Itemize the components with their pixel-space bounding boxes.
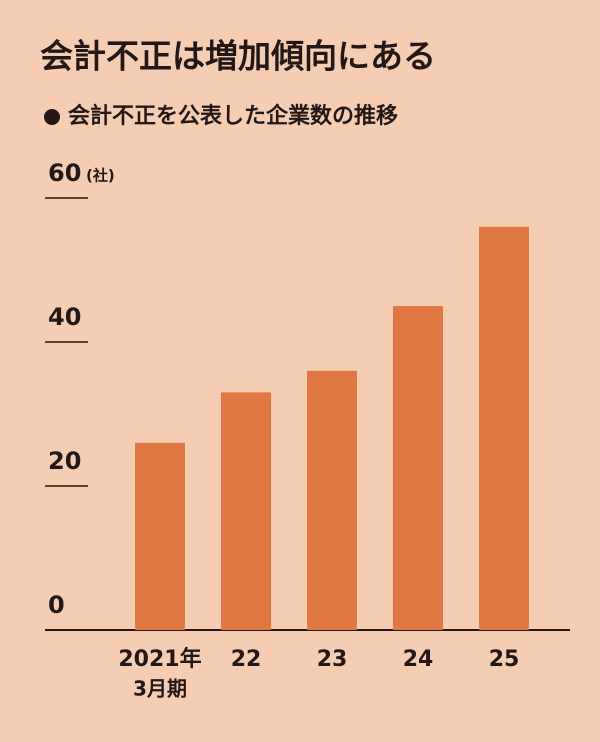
chart-subtitle: 会計不正を公表した企業数の推移 [68,103,398,129]
x-note: 3月期 [133,677,187,701]
bullet [44,109,60,125]
bar [135,442,185,630]
x-tick-label: 24 [403,647,434,672]
x-tick-label: 2021年 [118,646,201,672]
x-tick-label: 22 [231,647,262,672]
y-tick-label: 40 [48,303,81,331]
y-unit: (社) [86,167,115,185]
bar [221,392,271,630]
y-tick-label: 60 [48,159,81,187]
chart-title: 会計不正は増加傾向にある [40,37,436,76]
bar [307,370,357,630]
y-tick-label: 20 [48,447,81,475]
y-tick-label: 0 [48,591,65,619]
bar [393,306,443,630]
x-tick-label: 23 [317,647,348,672]
bar [479,226,529,631]
x-tick-label: 25 [489,647,520,672]
